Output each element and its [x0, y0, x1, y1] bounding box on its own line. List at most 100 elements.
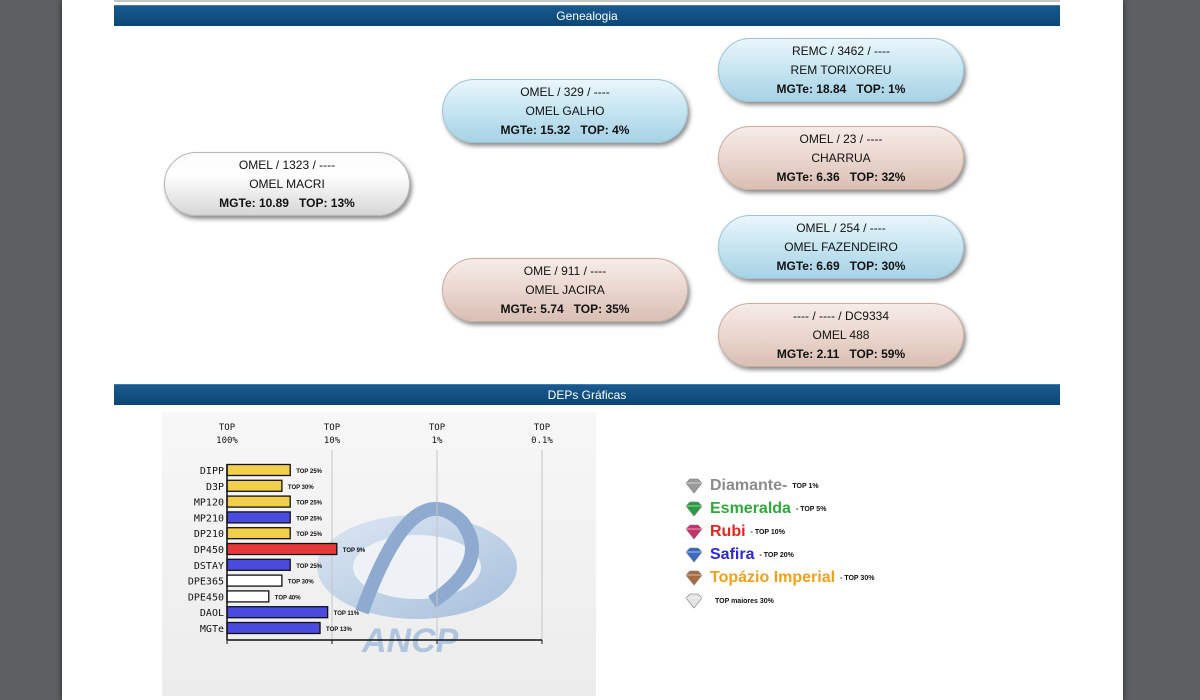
top-axis-label-line2: 100%: [216, 436, 238, 446]
pedigree-dam-dam: ---- / ---- / DC9334 OMEL 488 MGTe: 2.11…: [718, 303, 964, 367]
legend-dash: -: [782, 477, 788, 494]
dam-dam-scores: MGTe: 2.11 TOP: 59%: [776, 346, 906, 361]
sire-id: OMEL / 329 / ----: [520, 84, 610, 99]
legend-item: Diamante - TOP 1%: [684, 475, 819, 497]
category-label: MP210: [194, 513, 224, 524]
diamond-white-icon: [685, 593, 703, 609]
bar-value-label: TOP 40%: [275, 595, 301, 601]
bar: [226, 479, 283, 492]
bar-value-labels: TOP 25% TOP 30% TOP 25% TOP 25% TOP 25% TOP 9…: [275, 469, 366, 633]
bar: [226, 606, 329, 619]
category-label: MGTe: [200, 624, 224, 635]
legend-note: - TOP 30%: [840, 574, 875, 582]
diamond-green-icon: [685, 501, 703, 517]
pedigree-sire-dam: OMEL / 23 / ---- CHARRUA MGTe: 6.36 TOP:…: [718, 126, 964, 190]
sire-sire-scores: MGTe: 18.84 TOP: 1%: [776, 81, 906, 96]
watermark-logo: ANCP: [317, 501, 517, 660]
bar-value-label: TOP 30%: [288, 580, 314, 586]
bar: [226, 574, 283, 587]
sire-dam-name: CHARRUA: [811, 150, 871, 165]
report-page: Genealogia OMEL / 1323 / ---- OMEL MACRI…: [62, 0, 1123, 700]
bar-value-label: TOP 11%: [334, 611, 360, 617]
bar: [226, 495, 291, 508]
legend-name: Topázio Imperial: [710, 569, 836, 586]
sire-sire-name: REM TORIXOREU: [790, 62, 892, 77]
dam-sire-id: OMEL / 254 / ----: [796, 220, 886, 235]
bar-value-label: TOP 25%: [296, 532, 322, 538]
bar-value-label: TOP 25%: [296, 501, 322, 507]
diamond-brown-icon: [685, 570, 703, 586]
bar-value-label: TOP 25%: [296, 564, 322, 570]
sire-dam-id: OMEL / 23 / ----: [799, 131, 883, 146]
top-axis-labels: TOP 100% TOP 10% TOP 1% TOP 0.1%: [216, 423, 553, 446]
bar: [226, 542, 338, 556]
legend-note: - TOP 20%: [759, 551, 794, 559]
category-label: DPE365: [188, 577, 224, 588]
category-label: DIPP: [200, 466, 224, 477]
legend-note: - TOP 5%: [795, 505, 827, 513]
bar-value-label: TOP 13%: [326, 627, 352, 633]
subject-scores: MGTe: 10.89 TOP: 13%: [219, 195, 355, 210]
legend-note: TOP maiores 30%: [715, 597, 774, 605]
genealogy-title: Genealogia: [556, 9, 618, 23]
bar: [226, 621, 321, 635]
top-rule: [114, 0, 1060, 2]
pedigree-dam-sire: OMEL / 254 / ---- OMEL FAZENDEIRO MGTe: …: [718, 215, 964, 279]
category-label: DSTAY: [194, 561, 224, 572]
dam-dam-id: ---- / ---- / DC9334: [793, 308, 889, 323]
dam-sire-name: OMEL FAZENDEIRO: [784, 239, 898, 254]
dam-sire-scores: MGTe: 6.69 TOP: 30%: [776, 258, 906, 273]
pedigree-sire: OMEL / 329 / ---- OMEL GALHO MGTe: 15.32…: [442, 79, 688, 143]
bar: [226, 527, 291, 540]
subject-id: OMEL / 1323 / ----: [238, 157, 336, 172]
legend-note: - TOP 10%: [750, 528, 785, 536]
top-axis-label-line2: 0.1%: [531, 436, 553, 446]
legend-name: Esmeralda: [710, 500, 791, 517]
legend-item: Esmeralda - TOP 5%: [684, 498, 826, 520]
legend-name: Diamante: [710, 477, 783, 494]
top-axis-label-line1: TOP: [534, 423, 551, 433]
top-axis-label-line2: 1%: [432, 436, 443, 446]
bar: [226, 558, 291, 571]
sire-scores: MGTe: 15.32 TOP: 4%: [500, 122, 630, 137]
dam-id: OME / 911 / ----: [523, 263, 607, 278]
top-axis-label-line1: TOP: [429, 423, 446, 433]
category-label: MP120: [194, 498, 224, 509]
legend-item: TOP maiores 30%: [684, 590, 774, 612]
dam-dam-name: OMEL 488: [812, 327, 870, 342]
sire-name: OMEL GALHO: [525, 103, 605, 118]
deps-header: DEPs Gráficas: [114, 384, 1060, 405]
legend-item: Safira - TOP 20%: [684, 544, 794, 566]
category-label: DP450: [194, 545, 224, 556]
legend-item: Rubi - TOP 10%: [684, 521, 785, 543]
subject-name: OMEL MACRI: [249, 176, 325, 191]
genealogy-header: Genealogia: [114, 5, 1060, 26]
sire-dam-scores: MGTe: 6.36 TOP: 32%: [776, 169, 906, 184]
bar-value-label: TOP 25%: [296, 516, 322, 522]
legend-note: TOP 1%: [792, 482, 819, 490]
bar-series: [226, 463, 338, 635]
dam-name: OMEL JACIRA: [525, 282, 605, 297]
deps-title: DEPs Gráficas: [547, 388, 627, 402]
top-axis-label-line1: TOP: [219, 423, 236, 433]
sire-sire-id: REMC / 3462 / ----: [791, 43, 890, 58]
diamond-red-icon: [685, 524, 703, 540]
legend-name: Safira: [710, 546, 755, 563]
category-label: DP210: [194, 529, 224, 540]
pedigree-dam: OME / 911 / ---- OMEL JACIRA MGTe: 5.74 …: [442, 258, 688, 322]
category-label: DPE450: [188, 592, 224, 603]
bar: [226, 590, 270, 603]
diamond-gray-icon: [685, 478, 703, 494]
bar-value-label: TOP 30%: [288, 485, 314, 491]
category-labels: DIPP D3P MP120 MP210 DP210 DP450 DSTAY DPE365 DP…: [188, 466, 224, 635]
dam-scores: MGTe: 5.74 TOP: 35%: [500, 301, 630, 316]
bar-value-label: TOP 9%: [343, 548, 366, 554]
top-axis-label-line1: TOP: [324, 423, 341, 433]
category-label: D3P: [206, 482, 224, 493]
legend-name: Rubi: [710, 523, 746, 540]
bar-value-label: TOP 25%: [296, 469, 322, 475]
deps-bar-chart: ANCP TOP 100% TOP 10% TOP 1% TOP 0.1% DIPP D3P MP…: [162, 412, 596, 696]
pedigree-sire-sire: REMC / 3462 / ---- REM TORIXOREU MGTe: 1…: [718, 38, 964, 102]
category-label: DAOL: [200, 608, 224, 619]
legend-item: Topázio Imperial - TOP 30%: [684, 567, 874, 589]
